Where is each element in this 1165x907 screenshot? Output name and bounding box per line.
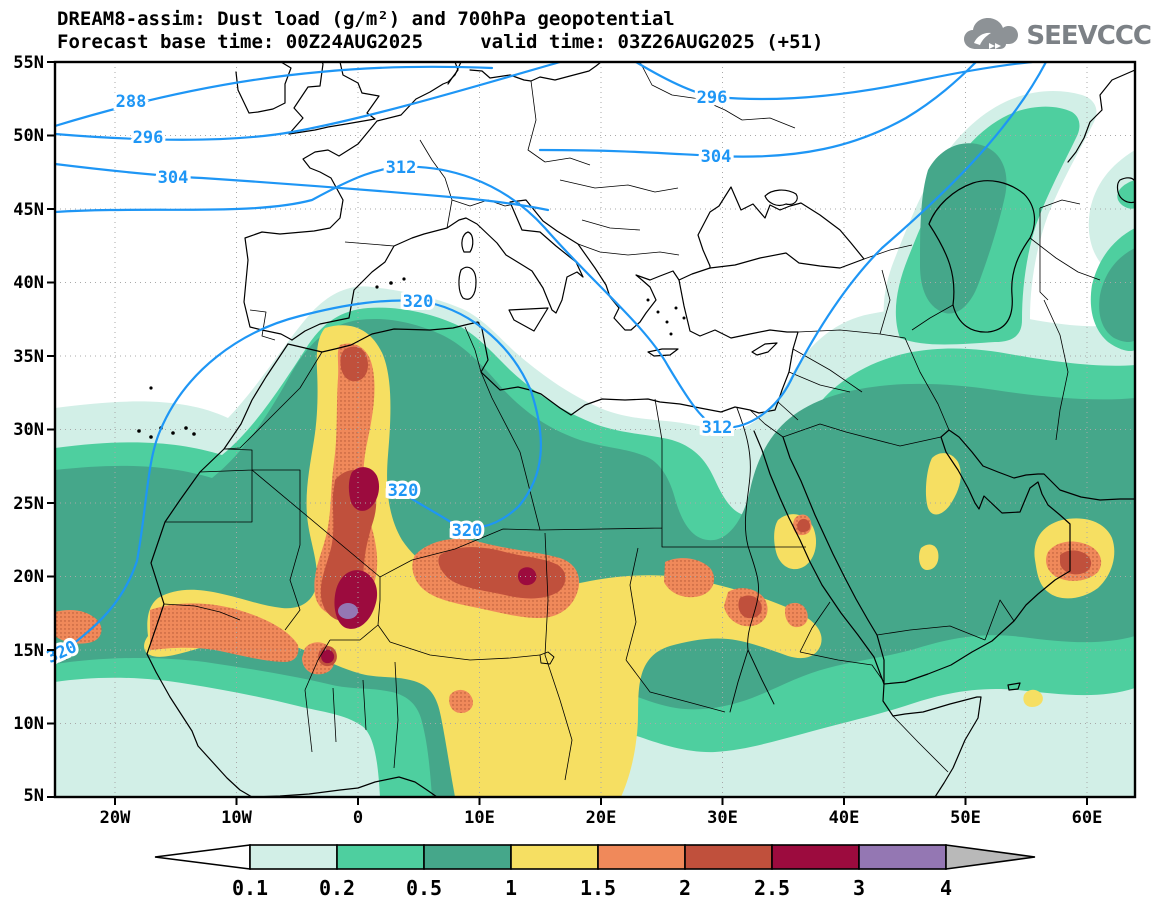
contour-line-304-west bbox=[55, 162, 550, 212]
contour-label-304: 304 bbox=[158, 168, 189, 188]
contour-line-296-east bbox=[634, 62, 1034, 101]
contour-label-320: 320 bbox=[388, 481, 419, 501]
lon-label: 20W bbox=[100, 808, 131, 828]
lat-label: 45N bbox=[13, 200, 44, 220]
contour-line-288 bbox=[55, 65, 494, 128]
lon-label: 10E bbox=[464, 808, 495, 828]
lon-label: 40E bbox=[829, 808, 860, 828]
lat-label: 40N bbox=[13, 273, 44, 293]
colorbar-label: 2 bbox=[679, 876, 691, 900]
colorbar-label: 3 bbox=[853, 876, 865, 900]
axis-ticks bbox=[47, 61, 1088, 805]
lat-label: 5N bbox=[24, 786, 44, 806]
contour-label-296: 296 bbox=[697, 88, 728, 108]
colorbar-left-arrow bbox=[154, 844, 251, 870]
lon-label: 30E bbox=[707, 808, 738, 828]
lat-label: 55N bbox=[13, 53, 44, 73]
colorbar-label: 1 bbox=[505, 876, 517, 900]
contour-label-312: 312 bbox=[702, 418, 733, 438]
geopotential-contour-labels: 288 296 296 304 304 312 312 320 320 320 … bbox=[41, 85, 735, 671]
colorbar-segment bbox=[336, 844, 425, 870]
contour-label-304: 304 bbox=[701, 147, 732, 167]
colorbar-segment bbox=[249, 844, 338, 870]
contour-label-320: 320 bbox=[403, 292, 434, 312]
seevccc-logo: SEEVCCC bbox=[962, 16, 1152, 56]
colorbar: 0.1 0.2 0.5 1 1.5 2 2.5 3 4 bbox=[154, 844, 1036, 900]
contour-label-296: 296 bbox=[133, 128, 164, 148]
lat-label: 20N bbox=[13, 567, 44, 587]
dust-layer-3 bbox=[338, 603, 358, 619]
lat-label: 50N bbox=[13, 126, 44, 146]
colorbar-right-arrow bbox=[945, 844, 1036, 870]
lat-label: 10N bbox=[13, 714, 44, 734]
colorbar-segment bbox=[510, 844, 599, 870]
colorbar-label: 0.2 bbox=[319, 876, 355, 900]
colorbar-label: 2.5 bbox=[754, 876, 790, 900]
colorbar-segment bbox=[771, 844, 860, 870]
colorbar-segment bbox=[597, 844, 686, 870]
colorbar-labels: 0.1 0.2 0.5 1 1.5 2 2.5 3 4 bbox=[232, 876, 952, 900]
chart-subtitle: Forecast base time: 00Z24AUG2025 valid t… bbox=[57, 31, 824, 53]
contour-label-312: 312 bbox=[386, 158, 417, 178]
lat-label: 30N bbox=[13, 420, 44, 440]
contour-label-288: 288 bbox=[116, 92, 147, 112]
lat-label: 25N bbox=[13, 494, 44, 514]
graticule-gridlines bbox=[55, 62, 1135, 797]
lat-axis-labels: 55N 50N 45N 40N 35N 30N 25N 20N 15N 10N … bbox=[13, 53, 44, 806]
colorbar-segment bbox=[423, 844, 512, 870]
country-borders bbox=[163, 62, 1101, 781]
contour-line-312 bbox=[55, 62, 1048, 429]
colorbar-label: 1.5 bbox=[580, 876, 616, 900]
lon-label: 0 bbox=[353, 808, 363, 828]
colorbar-label: 0.5 bbox=[406, 876, 442, 900]
colorbar-segment bbox=[858, 844, 947, 870]
lon-label: 10W bbox=[221, 808, 252, 828]
lat-label: 35N bbox=[13, 347, 44, 367]
contour-line-320 bbox=[55, 299, 542, 659]
lon-label: 60E bbox=[1072, 808, 1103, 828]
seevccc-cloud-logo-icon bbox=[964, 18, 1019, 49]
lat-label: 15N bbox=[13, 641, 44, 661]
lon-axis-labels: 20W 10W 0 10E 20E 30E 40E 50E 60E bbox=[100, 808, 1103, 828]
contour-line-304-east bbox=[538, 62, 978, 158]
contour-label-320: 320 bbox=[452, 521, 483, 541]
colorbar-segment bbox=[684, 844, 773, 870]
colorbar-label: 0.1 bbox=[232, 876, 268, 900]
contour-line-296-west bbox=[55, 62, 562, 141]
logo-brand-text: SEEVCCC bbox=[1026, 21, 1152, 51]
colorbar-label: 4 bbox=[940, 876, 952, 900]
chart-title: DREAM8-assim: Dust load (g/m²) and 700hP… bbox=[57, 8, 675, 30]
title-block: DREAM8-assim: Dust load (g/m²) and 700hP… bbox=[57, 8, 823, 54]
dust-fill-layers bbox=[55, 90, 1135, 797]
geopotential-contour-lines bbox=[55, 62, 1048, 659]
lon-label: 50E bbox=[950, 808, 981, 828]
coastlines bbox=[146, 62, 1135, 797]
small-islands bbox=[60, 277, 686, 660]
lon-label: 20E bbox=[586, 808, 617, 828]
